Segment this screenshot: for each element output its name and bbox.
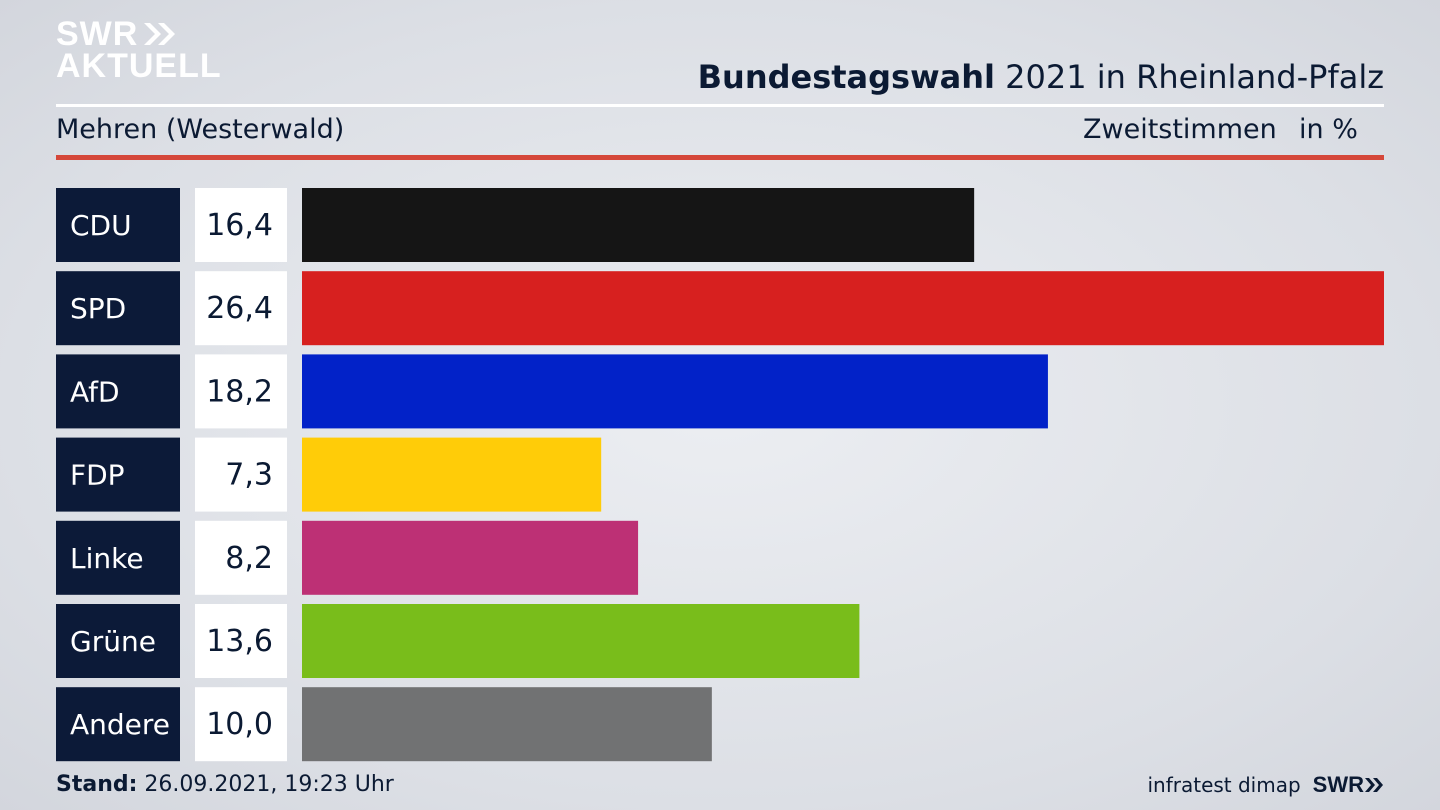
party-label-cdu: CDU [70, 209, 132, 242]
party-label-box-afd [56, 354, 180, 429]
party-label-gr-ne: Grüne [70, 625, 156, 658]
timestamp: Stand: 26.09.2021, 19:23 Uhr [56, 772, 394, 797]
party-label-box-gr-ne [56, 604, 180, 678]
value-box-spd [195, 271, 287, 346]
bar-linke [302, 520, 639, 595]
value-box-linke [195, 520, 287, 595]
logo-text-swr: SWR [56, 15, 139, 53]
bar-fdp [302, 437, 602, 512]
value-label-linke: 8,2 [225, 541, 273, 576]
swr-brand-text: SWR [1312, 772, 1364, 797]
chevrons-small-icon [1365, 778, 1383, 792]
bar-cdu [302, 188, 975, 262]
chevrons-icon [144, 23, 176, 45]
vote-type-label: Zweitstimmen [1083, 114, 1277, 145]
party-label-linke: Linke [70, 542, 144, 575]
party-label-box-cdu [56, 188, 180, 262]
header-divider [56, 104, 1384, 107]
unit-label: in % [1299, 114, 1358, 145]
value-box-afd [195, 354, 287, 429]
timestamp-label: Stand: [56, 772, 138, 797]
footer-credits: infratest dimap SWR [1147, 772, 1384, 798]
value-box-cdu [195, 188, 287, 262]
value-label-afd: 18,2 [206, 374, 273, 409]
logo-text-aktuell: AKTUELL [56, 47, 222, 85]
accent-divider [56, 155, 1384, 160]
region-subtitle: Mehren (Westerwald) [56, 114, 345, 145]
party-label-andere: Andere [70, 708, 170, 741]
party-label-box-linke [56, 520, 180, 595]
value-box-andere [195, 687, 287, 762]
value-box-gr-ne [195, 604, 287, 678]
party-label-fdp: FDP [70, 459, 125, 492]
swr-brand: SWR [1313, 772, 1384, 798]
value-box-fdp [195, 437, 287, 512]
party-label-box-fdp [56, 437, 180, 512]
value-label-gr-ne: 13,6 [206, 624, 273, 659]
source-label: infratest dimap [1147, 773, 1301, 797]
party-label-box-andere [56, 687, 180, 762]
page-title-rest: 2021 in Rheinland-Pfalz [995, 58, 1384, 96]
page-title: Bundestagswahl 2021 in Rheinland-Pfalz [698, 58, 1384, 96]
value-label-spd: 26,4 [206, 291, 273, 326]
bar-andere [302, 687, 712, 762]
bar-spd [302, 271, 1384, 346]
timestamp-value: 26.09.2021, 19:23 Uhr [137, 772, 394, 797]
page-title-bold: Bundestagswahl [697, 58, 995, 96]
party-label-afd: AfD [70, 375, 120, 408]
bar-gr-ne [302, 604, 860, 678]
party-label-box-spd [56, 271, 180, 346]
value-label-andere: 10,0 [206, 707, 273, 742]
value-label-fdp: 7,3 [225, 458, 273, 493]
party-label-spd: SPD [70, 292, 126, 325]
value-label-cdu: 16,4 [206, 208, 273, 243]
bar-afd [302, 354, 1048, 429]
swr-aktuell-logo: SWR AKTUELL [56, 15, 222, 85]
